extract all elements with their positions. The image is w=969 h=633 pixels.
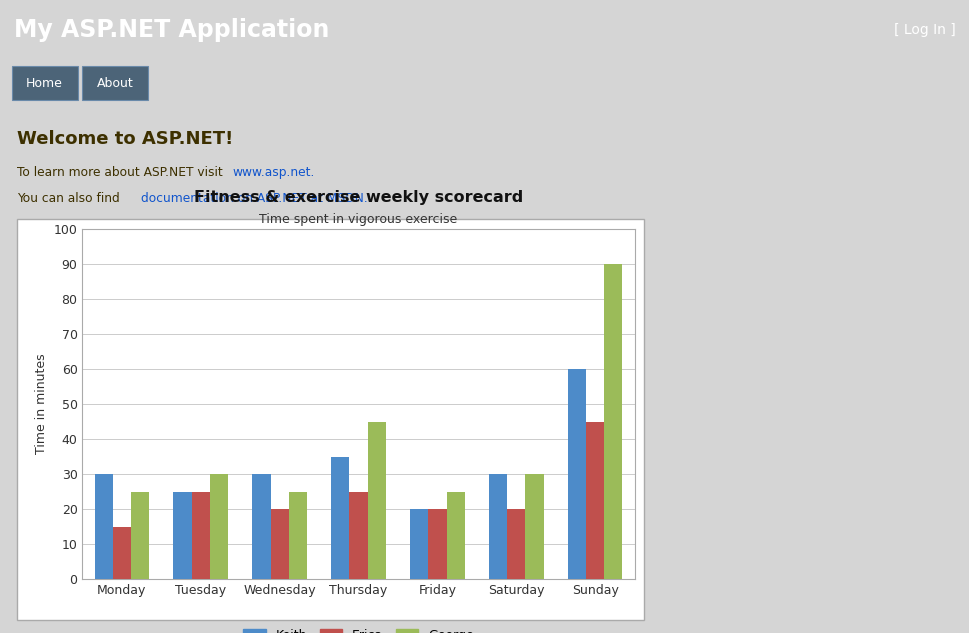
Bar [367,422,386,579]
Text: www.asp.net.: www.asp.net. [233,166,315,179]
Text: My ASP.NET Application: My ASP.NET Application [14,18,328,42]
Bar [568,369,586,579]
Bar [112,527,131,579]
Bar [605,264,622,579]
Bar [252,474,270,579]
Text: [ Log In ]: [ Log In ] [893,23,955,37]
Text: Fitness & exercise weekly scorecard: Fitness & exercise weekly scorecard [194,190,523,204]
Bar [447,492,465,579]
Bar [95,474,112,579]
Bar [507,509,525,579]
FancyBboxPatch shape [12,66,78,100]
Text: Welcome to ASP.NET!: Welcome to ASP.NET! [17,130,234,148]
Bar [489,474,507,579]
Bar [586,422,605,579]
Text: To learn more about ASP.NET visit: To learn more about ASP.NET visit [17,166,227,179]
Text: Time spent in vigorous exercise: Time spent in vigorous exercise [260,213,457,225]
Text: You can also find: You can also find [17,192,124,205]
Bar [331,456,350,579]
Legend: Keith, Erica, George: Keith, Erica, George [238,624,479,633]
Bar [192,492,210,579]
Text: About: About [97,77,134,90]
FancyBboxPatch shape [82,66,148,100]
Bar [289,492,307,579]
Bar [131,492,149,579]
Bar [173,492,192,579]
Bar [350,492,367,579]
Bar [270,509,289,579]
Bar [525,474,544,579]
Bar [210,474,228,579]
Text: documentation on ASP.NET at MSDN.: documentation on ASP.NET at MSDN. [141,192,368,205]
FancyBboxPatch shape [17,219,644,620]
Bar [410,509,428,579]
Text: Home: Home [26,77,63,90]
Y-axis label: Time in minutes: Time in minutes [35,354,48,454]
Bar [428,509,447,579]
